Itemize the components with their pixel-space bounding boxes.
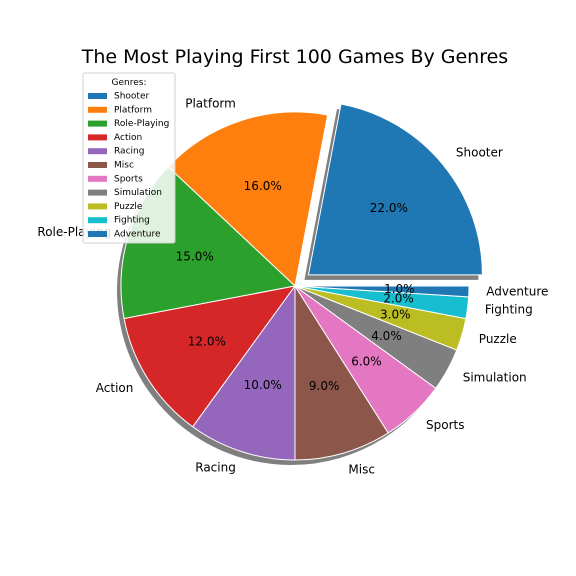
legend-swatch-sports: [88, 175, 107, 182]
legend-title: Genres:: [112, 78, 147, 88]
legend-label-action: Action: [114, 133, 142, 143]
legend-swatch-platform: [88, 106, 107, 113]
label-misc: Misc: [348, 462, 375, 476]
chart-title: The Most Playing First 100 Games By Genr…: [81, 46, 508, 68]
legend-items: Shooter Platform Role-Playing Action Racing M…: [88, 92, 169, 240]
pct-platform: 16.0%: [244, 179, 282, 193]
legend-label-role-playing: Role-Playing: [114, 119, 169, 129]
pct-misc: 9.0%: [309, 379, 340, 393]
label-platform: Platform: [185, 96, 236, 110]
pie-slices: [120, 103, 483, 461]
slice-adventure: [294, 285, 470, 298]
legend-swatch-misc: [88, 162, 107, 168]
label-racing: Racing: [195, 461, 236, 475]
percent-labels: 22.0% 16.0% 15.0% 12.0% 10.0% 9.0% 6.0% 4.0% 3.0…: [176, 179, 415, 393]
legend: Genres: Shooter Platform Role-Playing Actio…: [82, 72, 176, 244]
pct-sports: 6.0%: [351, 355, 382, 369]
label-shooter: Shooter: [456, 145, 503, 159]
legend-label-fighting: Fighting: [114, 216, 150, 226]
legend-label-racing: Racing: [114, 147, 144, 157]
slice-racing: [192, 285, 296, 461]
legend-label-shooter: Shooter: [114, 92, 149, 102]
pct-fighting: 2.0%: [383, 292, 414, 306]
label-simulation: Simulation: [463, 371, 527, 385]
slice-platform: [167, 111, 329, 287]
legend-swatch-role-playing: [88, 120, 107, 127]
label-fighting: Fighting: [485, 302, 533, 316]
legend-frame: [82, 72, 176, 244]
legend-swatch-adventure: [88, 231, 107, 237]
pct-shooter: 22.0%: [370, 201, 408, 215]
label-puzzle: Puzzle: [479, 332, 517, 346]
label-sports: Sports: [426, 418, 464, 432]
legend-swatch-puzzle: [88, 203, 107, 210]
slice-shooter: [307, 103, 483, 276]
legend-swatch-fighting: [88, 217, 107, 224]
slice-misc: [294, 285, 389, 461]
pct-action: 12.0%: [188, 334, 226, 348]
pct-puzzle: 3.0%: [380, 308, 411, 322]
legend-label-platform: Platform: [114, 105, 152, 115]
label-action: Action: [96, 381, 134, 395]
legend-swatch-racing: [88, 148, 107, 155]
legend-label-simulation: Simulation: [114, 188, 162, 198]
pct-racing: 10.0%: [244, 378, 282, 392]
label-adventure: Adventure: [486, 285, 548, 299]
pct-adventure: 1.0%: [384, 282, 415, 296]
legend-swatch-action: [88, 134, 107, 141]
legend-label-adventure: Adventure: [114, 230, 161, 240]
pct-role-playing: 15.0%: [176, 249, 214, 263]
slice-action: [123, 285, 296, 428]
legend-swatch-shooter: [88, 93, 107, 99]
slice-labels: Shooter Platform Role-Playing Action Racing M…: [37, 96, 548, 476]
legend-label-puzzle: Puzzle: [114, 202, 143, 212]
pct-simulation: 4.0%: [371, 329, 402, 343]
legend-label-misc: Misc: [114, 161, 134, 171]
legend-label-sports: Sports: [114, 174, 143, 184]
legend-swatch-simulation: [88, 189, 107, 196]
